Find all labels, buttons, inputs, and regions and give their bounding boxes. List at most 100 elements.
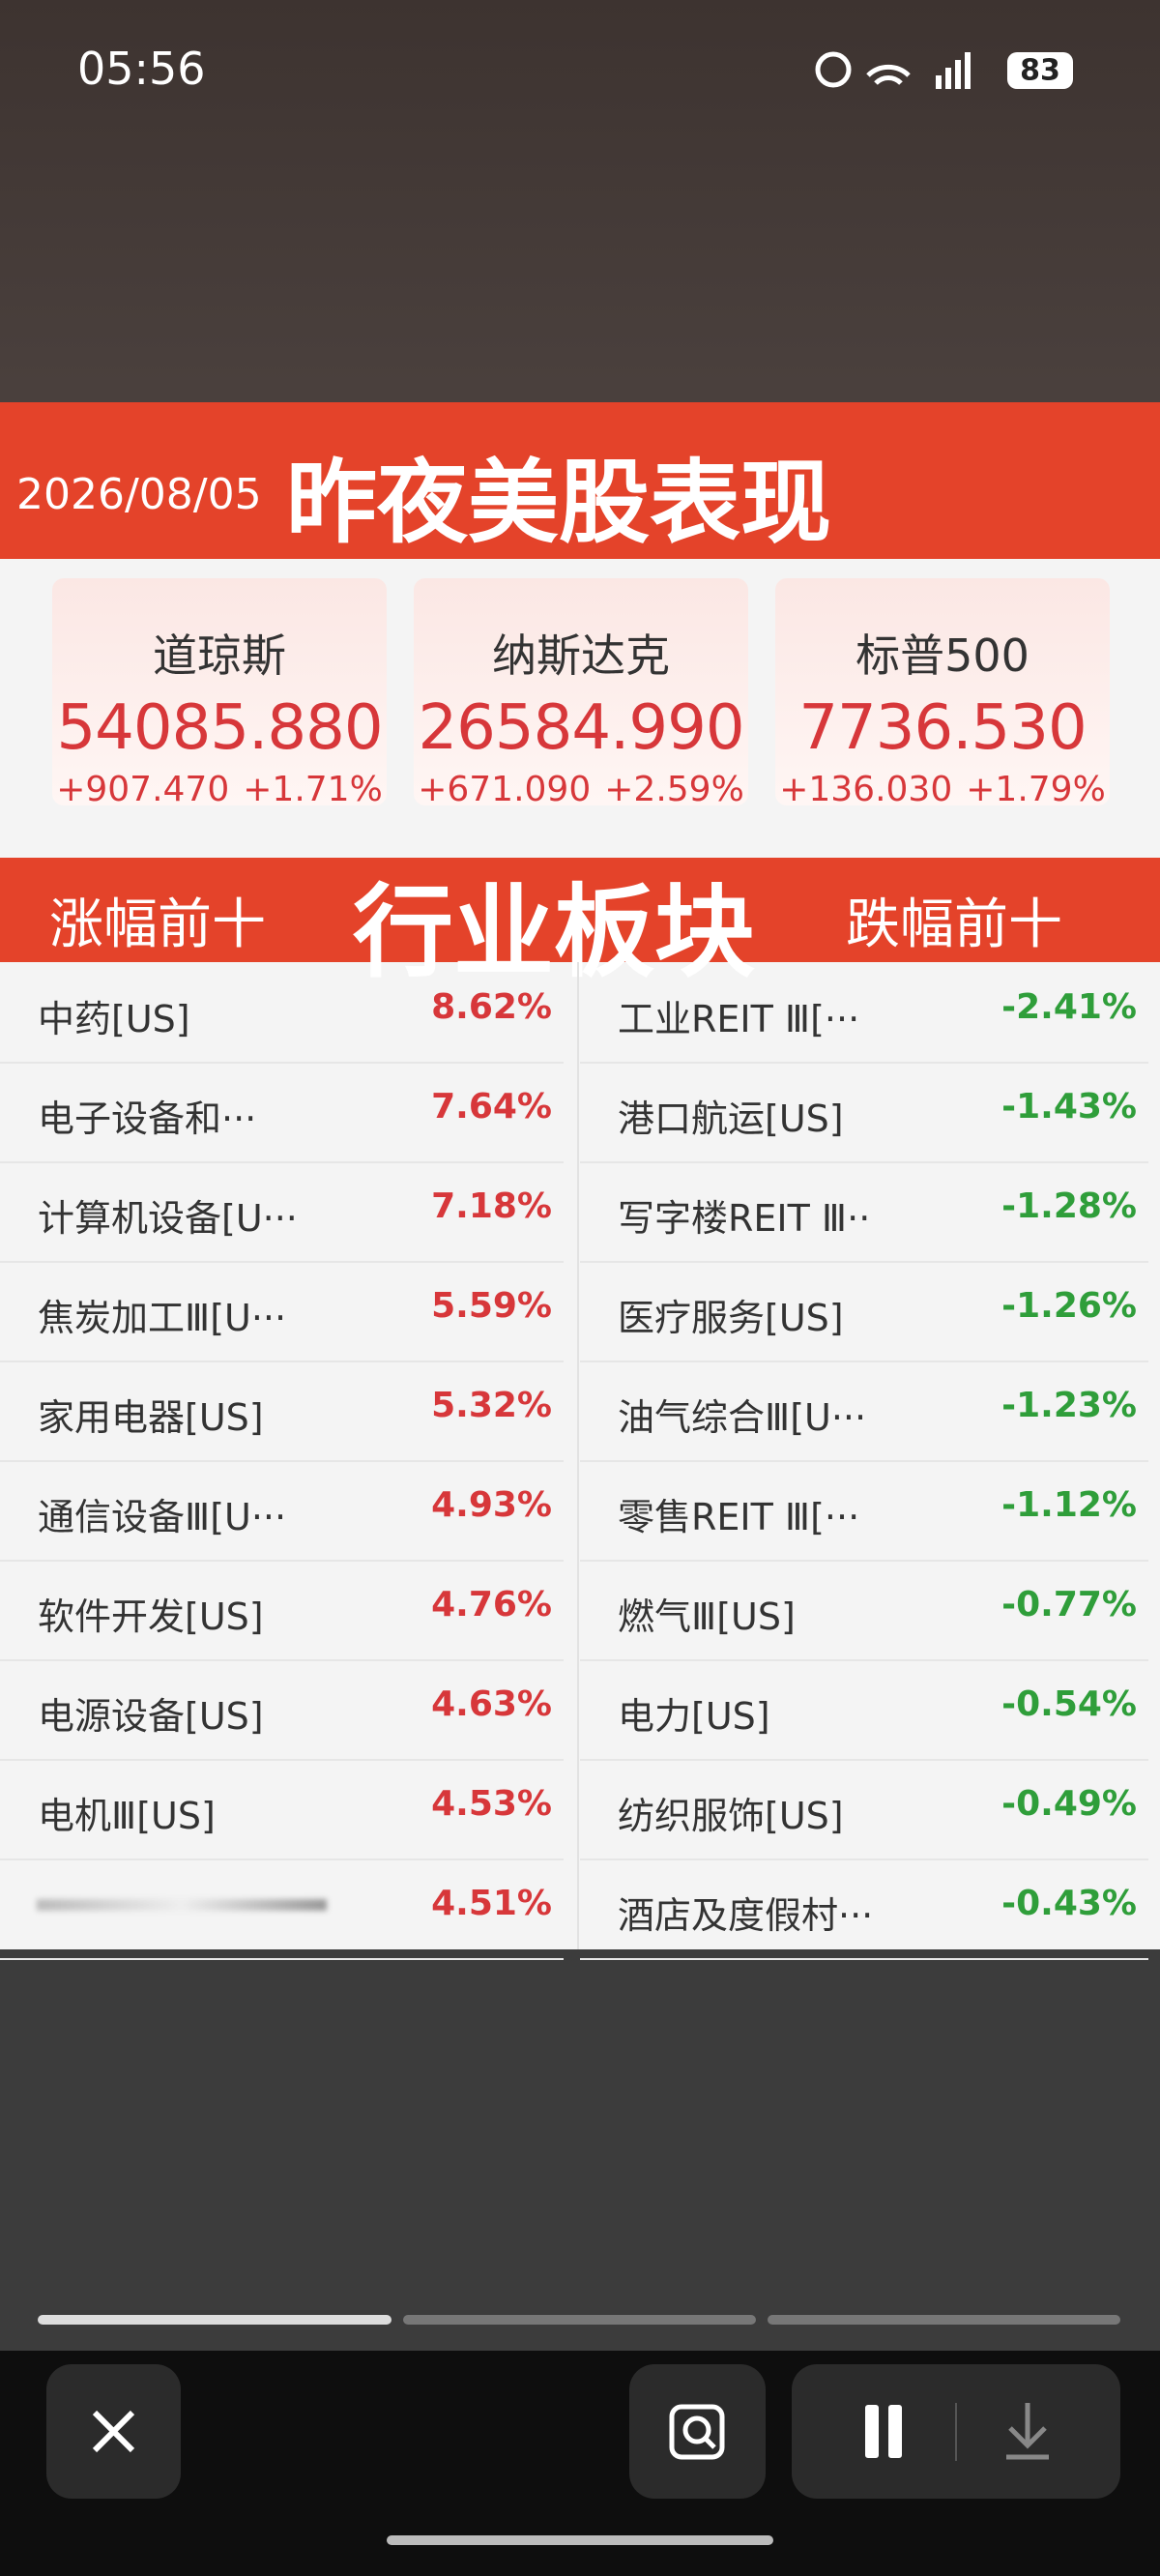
sector-name: 写字楼REIT Ⅲ·· bbox=[618, 1197, 871, 1240]
sector-name: 软件开发[US] bbox=[38, 1595, 264, 1638]
sector-title: 行业板块 bbox=[353, 873, 756, 991]
close-icon bbox=[92, 2410, 135, 2453]
index-card: 纳斯达克 26584.990 +671.090 +2.59% bbox=[414, 578, 748, 809]
sector-name: 电机Ⅲ[US] bbox=[38, 1795, 216, 1837]
sector-pct: -1.23% bbox=[1001, 1386, 1137, 1425]
status-icons: 83 bbox=[815, 51, 1073, 89]
table-row: 电力[US] -0.54% bbox=[580, 1659, 1148, 1761]
index-value: 26584.990 bbox=[418, 692, 744, 764]
sector-pct: 4.93% bbox=[431, 1485, 552, 1525]
table-row: 油气综合Ⅲ[U··· -1.23% bbox=[580, 1361, 1148, 1462]
sector-pct: 4.76% bbox=[431, 1585, 552, 1625]
index-change: +671.090 +2.59% bbox=[414, 770, 748, 809]
table-row: 电源设备[US] 4.63% bbox=[0, 1659, 564, 1761]
sector-pct: 7.18% bbox=[431, 1186, 552, 1226]
sector-name: 酒店及度假村··· bbox=[618, 1894, 874, 1937]
sector-pct: -0.49% bbox=[1001, 1784, 1137, 1824]
sector-pct: 8.62% bbox=[431, 987, 552, 1027]
media-icons bbox=[865, 2403, 1049, 2461]
media-controls bbox=[792, 2364, 1120, 2499]
sector-pct: 7.64% bbox=[431, 1087, 552, 1127]
date: 2026/08/05 bbox=[16, 470, 262, 519]
progress-2 bbox=[403, 2315, 756, 2325]
index-name: 纳斯达克 bbox=[492, 629, 670, 682]
column-divider bbox=[577, 962, 579, 1949]
sector-name: 通信设备Ⅲ[U··· bbox=[38, 1496, 287, 1538]
table-row: 燃气Ⅲ[US] -0.77% bbox=[580, 1560, 1148, 1661]
table-row: 软件开发[US] 4.76% bbox=[0, 1560, 564, 1661]
table-row: 电子设备和··· 7.64% bbox=[0, 1062, 564, 1163]
sector-pct: 4.63% bbox=[431, 1684, 552, 1724]
sector-pct: 5.59% bbox=[431, 1286, 552, 1326]
sector-name: 纺织服饰[US] bbox=[618, 1795, 844, 1837]
sector-name: 零售REIT Ⅲ[··· bbox=[618, 1496, 860, 1538]
table-row: 零售REIT Ⅲ[··· -1.12% bbox=[580, 1460, 1148, 1562]
gainers-title: 涨幅前十 bbox=[49, 893, 266, 956]
losers-title: 跌幅前十 bbox=[846, 893, 1062, 956]
sector-name: 焦炭加工Ⅲ[U··· bbox=[38, 1297, 287, 1339]
table-row: 酒店及度假村··· -0.43% bbox=[580, 1859, 1148, 1960]
index-card: 道琼斯 54085.880 +907.470 +1.71% bbox=[52, 578, 387, 809]
shared-image: 2026/08/05 昨夜美股表现 道琼斯 54085.880 +907.470 +1… bbox=[0, 402, 1160, 1960]
download-button[interactable] bbox=[1006, 2403, 1049, 2460]
table-row: 通信设备Ⅲ[U··· 4.93% bbox=[0, 1460, 564, 1562]
sector-name: 电源设备[US] bbox=[38, 1695, 264, 1738]
pause-button[interactable] bbox=[865, 2405, 879, 2458]
index-name: 道琼斯 bbox=[153, 629, 286, 682]
sector-pct: -0.54% bbox=[1001, 1684, 1137, 1724]
title: 昨夜美股表现 bbox=[286, 451, 832, 556]
time: 05:56 bbox=[77, 43, 206, 95]
progress-1 bbox=[38, 2315, 392, 2325]
scan-icon bbox=[669, 2404, 725, 2460]
sector-pct: -2.41% bbox=[1001, 987, 1137, 1027]
sector-pct: -1.43% bbox=[1001, 1087, 1137, 1127]
table-row: 家用电器[US] 5.32% bbox=[0, 1361, 564, 1462]
scan-button[interactable] bbox=[629, 2364, 766, 2499]
table-row: 中药[US] 8.62% bbox=[0, 962, 564, 1064]
index-change: +907.470 +1.71% bbox=[52, 770, 387, 809]
index-value: 54085.880 bbox=[56, 692, 383, 764]
sector-band: 涨幅前十 行业板块 跌幅前十 bbox=[0, 858, 1160, 991]
sector-pct: -1.26% bbox=[1001, 1286, 1137, 1326]
change-pct: +1.71% bbox=[243, 770, 383, 809]
table-row: 医疗服务[US] -1.26% bbox=[580, 1261, 1148, 1362]
table-row: 焦炭加工Ⅲ[U··· 5.59% bbox=[0, 1261, 564, 1362]
change-amount: +671.090 bbox=[418, 770, 592, 809]
sector-name: 计算机设备[U··· bbox=[38, 1197, 298, 1240]
sector-name: 油气综合Ⅲ[U··· bbox=[618, 1396, 867, 1439]
close-button[interactable] bbox=[46, 2364, 181, 2499]
table-row: 港口航运[US] -1.43% bbox=[580, 1062, 1148, 1163]
sector-name: 医疗服务[US] bbox=[618, 1297, 844, 1339]
change-pct: +1.79% bbox=[966, 770, 1106, 809]
table-row: 写字楼REIT Ⅲ·· -1.28% bbox=[580, 1161, 1148, 1263]
sector-name: 燃气Ⅲ[US] bbox=[618, 1595, 796, 1638]
sector-pct: 5.32% bbox=[431, 1386, 552, 1425]
progress-3 bbox=[768, 2315, 1120, 2325]
index-value: 7736.530 bbox=[798, 692, 1087, 764]
sector-name: 电力[US] bbox=[618, 1695, 770, 1738]
battery: 83 bbox=[1020, 54, 1060, 88]
table-row: 电机Ⅲ[US] 4.53% bbox=[0, 1759, 564, 1860]
index-change: +136.030 +1.79% bbox=[775, 770, 1110, 809]
table-row: 纺织服饰[US] -0.49% bbox=[580, 1759, 1148, 1860]
home-indicator bbox=[387, 2535, 773, 2545]
sector-pct: -1.28% bbox=[1001, 1186, 1137, 1226]
sector-pct: 4.53% bbox=[431, 1784, 552, 1824]
sector-name: 工业REIT Ⅲ[··· bbox=[618, 998, 860, 1040]
index-card: 标普500 7736.530 +136.030 +1.79% bbox=[775, 578, 1110, 809]
blurred-name bbox=[37, 1899, 327, 1911]
sector-name: 电子设备和··· bbox=[38, 1098, 257, 1140]
table-row: 计算机设备[U··· 7.18% bbox=[0, 1161, 564, 1263]
sector-name: 港口航运[US] bbox=[618, 1098, 844, 1140]
index-name: 标普500 bbox=[856, 629, 1030, 682]
change-amount: +136.030 bbox=[779, 770, 953, 809]
sector-pct: -0.43% bbox=[1001, 1884, 1137, 1923]
sector-pct: 4.51% bbox=[431, 1884, 552, 1923]
change-pct: +2.59% bbox=[604, 770, 744, 809]
sector-pct: -1.12% bbox=[1001, 1485, 1137, 1525]
sector-name: 家用电器[US] bbox=[38, 1396, 264, 1439]
sector-name: 中药[US] bbox=[38, 998, 190, 1040]
table-row: 工业REIT Ⅲ[··· -2.41% bbox=[580, 962, 1148, 1064]
